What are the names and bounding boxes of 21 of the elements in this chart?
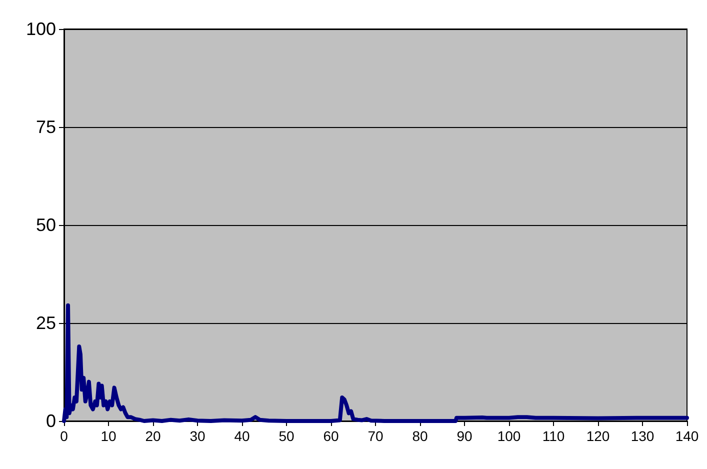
- x-tick-label: 100: [497, 428, 521, 444]
- y-tick-label: 50: [36, 215, 56, 235]
- y-tick-label: 100: [26, 19, 56, 39]
- x-tick-label: 120: [586, 428, 610, 444]
- x-tick-label: 90: [456, 428, 472, 444]
- x-tick-label: 130: [630, 428, 654, 444]
- x-tick-label: 70: [368, 428, 384, 444]
- y-tick-label: 25: [36, 313, 56, 333]
- y-tick-label: 0: [46, 411, 56, 431]
- x-tick-label: 60: [323, 428, 339, 444]
- x-tick-label: 0: [60, 428, 68, 444]
- x-tick-label: 10: [100, 428, 116, 444]
- line-series: [62, 303, 689, 423]
- x-tick-label: 80: [412, 428, 428, 444]
- x-tick-label: 20: [145, 428, 161, 444]
- x-tick-label: 140: [675, 428, 699, 444]
- x-tick-label: 30: [190, 428, 206, 444]
- x-tick-label: 110: [542, 428, 565, 444]
- y-tick-label: 75: [36, 117, 56, 137]
- x-tick-label: 40: [234, 428, 250, 444]
- x-tick-label: 50: [278, 428, 294, 444]
